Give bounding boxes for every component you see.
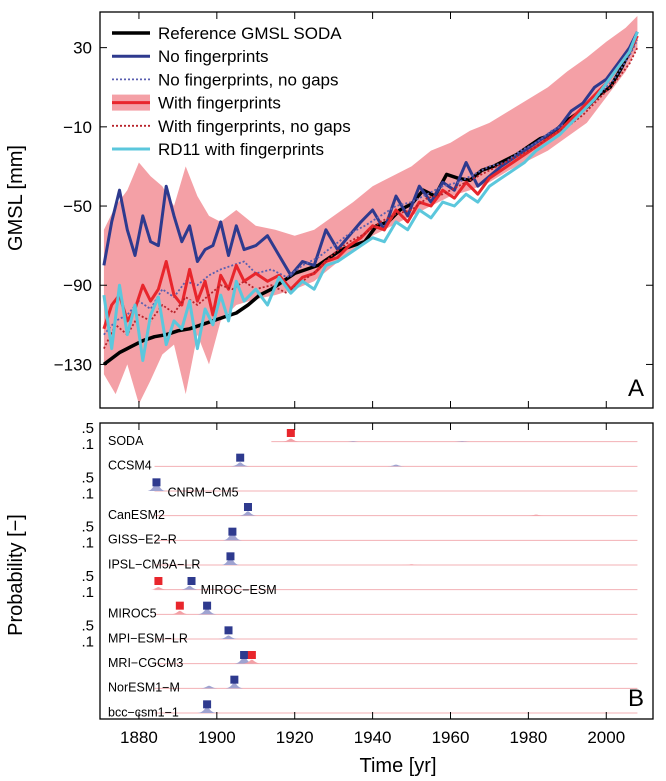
density-peak: [230, 462, 251, 467]
density-peak: [237, 511, 258, 516]
density-peak: [241, 659, 262, 664]
model-label: NorESM1−M: [108, 681, 180, 695]
median-marker: [154, 577, 163, 585]
median-marker: [187, 577, 196, 585]
x-tick-label: 1880: [120, 728, 158, 747]
density-peak: [146, 482, 167, 491]
model-label: CCSM4: [108, 459, 152, 473]
x-tick-label: 1920: [276, 728, 314, 747]
median-marker: [247, 651, 256, 659]
x-tick-label: 1900: [198, 728, 236, 747]
median-marker: [175, 601, 184, 610]
x-tick-label: 1940: [354, 728, 392, 747]
model-label: MIROC−ESM: [201, 583, 277, 597]
median-marker: [203, 700, 212, 709]
model-label: MIROC5: [108, 607, 157, 621]
prob-tick-label: .5: [81, 420, 94, 437]
density-peak: [224, 682, 245, 689]
series-line-5: [102, 31, 639, 362]
model-label: GISS−E2−R: [108, 533, 177, 547]
legend-label: Reference GMSL SODA: [158, 24, 342, 43]
y-tick-label: 30: [73, 39, 92, 58]
y-tick-label: −10: [63, 118, 92, 137]
median-marker: [230, 675, 239, 684]
panel-b-x-axis-label: Time [yr]: [359, 755, 436, 777]
prob-tick-label: .5: [81, 469, 94, 486]
density-peak: [343, 440, 364, 442]
density-peak: [179, 585, 200, 590]
panel-b-label: B: [628, 685, 644, 712]
density-peak: [280, 438, 301, 442]
legend-label: With fingerprints, no gaps: [158, 117, 351, 136]
density-peak: [401, 564, 422, 565]
prob-tick-label: .1: [81, 485, 94, 502]
prob-tick-label: .1: [81, 584, 94, 601]
median-marker: [228, 527, 237, 536]
prob-tick-label: .5: [81, 568, 94, 585]
prob-tick-label: .5: [81, 617, 94, 634]
density-peak: [218, 635, 239, 639]
model-label: IPSL−CM5A−LR: [108, 557, 200, 571]
panel-a-label: A: [628, 375, 644, 402]
x-tick-label: 1980: [509, 728, 547, 747]
density-peak: [220, 557, 241, 565]
model-label: bcc−csm1−1: [108, 705, 179, 719]
model-label: MRI−CGCM3: [108, 656, 183, 670]
median-marker: [152, 478, 161, 487]
legend-label: No fingerprints: [158, 47, 269, 66]
legend-label: With fingerprints: [158, 94, 281, 113]
legend-label: RD11 with fingerprints: [158, 140, 324, 159]
prob-tick-label: .1: [81, 436, 94, 453]
density-peak: [197, 706, 218, 713]
median-marker: [243, 503, 252, 511]
y-tick-label: −50: [63, 197, 92, 216]
median-marker: [226, 552, 235, 561]
y-tick-label: −130: [54, 355, 92, 374]
density-peak: [197, 608, 218, 615]
series-line-3: [102, 35, 639, 330]
median-marker: [224, 626, 233, 635]
panel-b-y-axis-label: Probability [−]: [5, 514, 27, 636]
panel-a-frame: [99, 11, 654, 409]
x-tick-label: 1960: [432, 728, 470, 747]
density-peak: [385, 464, 406, 467]
prob-tick-label: .5: [81, 519, 94, 536]
model-label: MPI−ESM−LR: [108, 631, 188, 645]
density-peak: [234, 656, 255, 664]
median-marker: [240, 651, 249, 659]
y-tick-label: −90: [63, 276, 92, 295]
model-label: SODA: [108, 434, 144, 448]
median-marker: [236, 453, 245, 462]
prob-tick-label: .1: [81, 633, 94, 650]
density-peak: [222, 532, 243, 541]
x-tick-label: 2000: [587, 728, 625, 747]
model-label: CanESM2: [108, 508, 165, 522]
model-label: CNRM−CM5: [167, 485, 238, 499]
prob-tick-label: .1: [81, 535, 94, 552]
density-peak: [148, 587, 169, 590]
density-peak: [452, 441, 473, 442]
panel-b-frame: [99, 422, 654, 720]
legend-label: No fingerprints, no gaps: [158, 70, 339, 89]
panel-a-y-axis-label: GMSL [mm]: [5, 145, 27, 251]
median-marker: [286, 429, 295, 437]
density-peak: [169, 610, 190, 615]
density-peak: [526, 514, 547, 516]
median-marker: [203, 601, 212, 610]
panel-a: 30 −10 −50 −90 −130 Reference GMSL SODA No fin…: [54, 11, 654, 409]
density-peak: [199, 685, 220, 689]
